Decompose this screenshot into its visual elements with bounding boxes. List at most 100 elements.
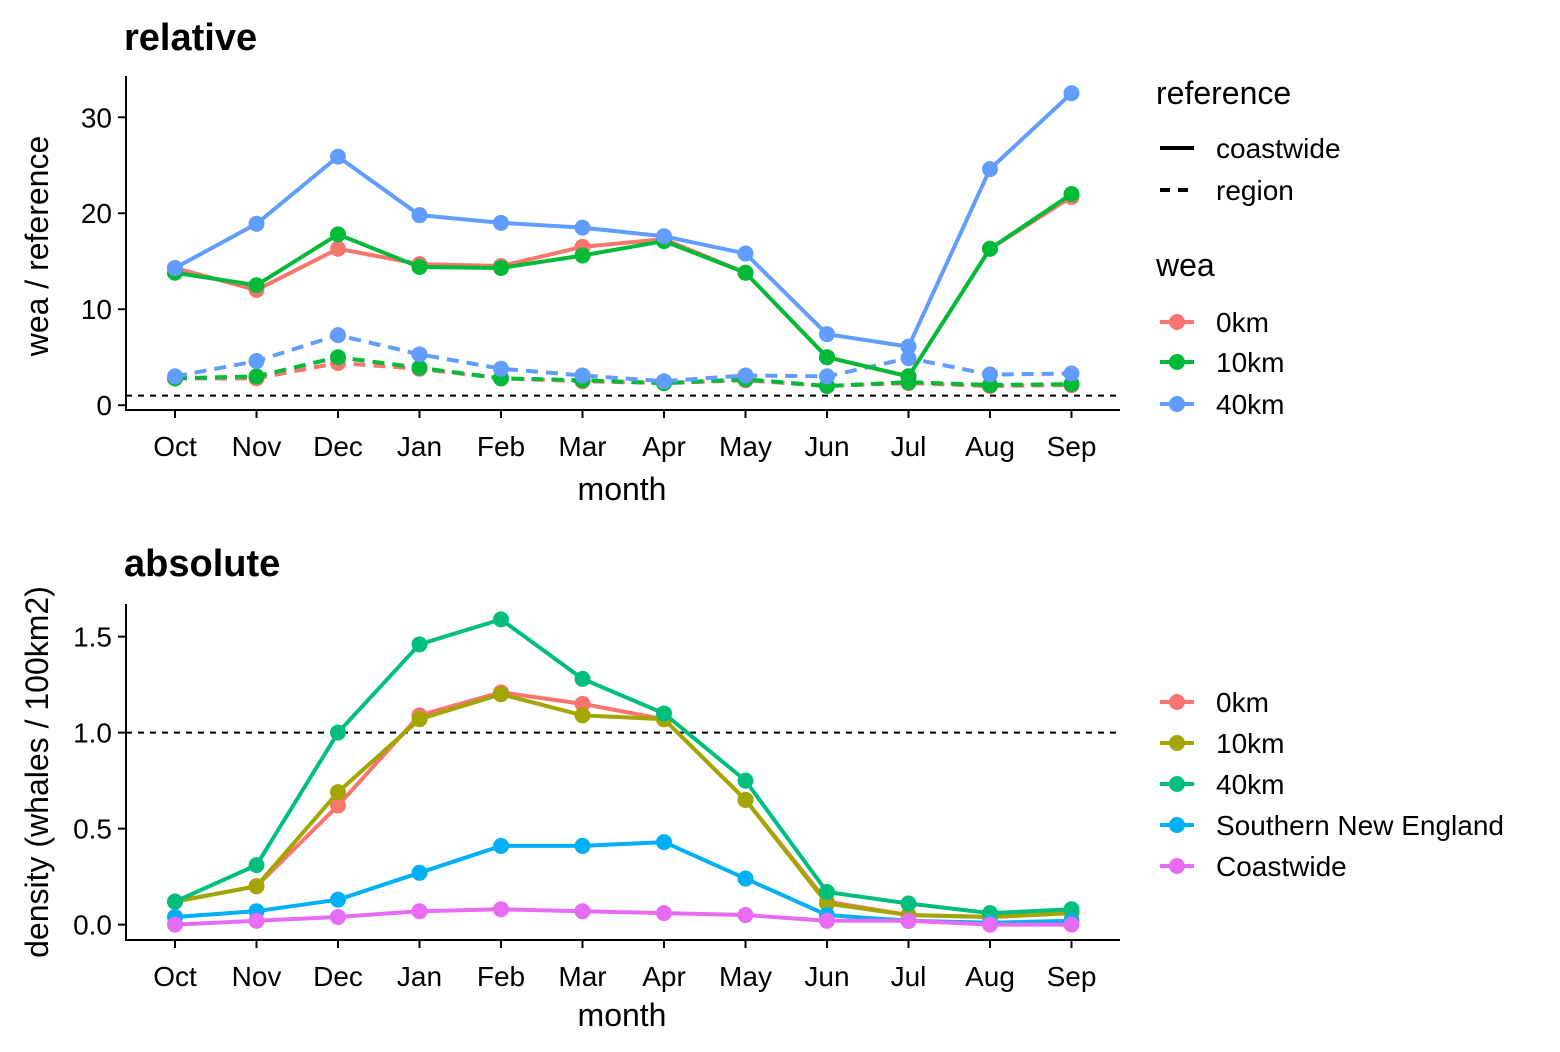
absolute-legend: 0km 10km 40km Southern New England Coastwide bbox=[1160, 687, 1504, 882]
relative-panel: relative 0 10 20 30 Oct Nov Dec Jan Feb Mar Apr May… bbox=[19, 17, 1341, 507]
legend-label-40km: 40km bbox=[1216, 389, 1284, 420]
y-tick-label: 1.0 bbox=[73, 718, 112, 749]
data-point-10km-coastwide bbox=[982, 240, 998, 257]
series-line-40km bbox=[174, 617, 1072, 916]
x-tick-label-jun: Jun bbox=[804, 961, 849, 992]
legend-label-10km: 10km bbox=[1216, 347, 1284, 378]
legend-key-dot-0km bbox=[1169, 314, 1185, 330]
data-point-10km-coastwide bbox=[248, 277, 265, 294]
data-point-40km-coastwide bbox=[330, 148, 346, 165]
data-point-coastwide bbox=[656, 905, 672, 922]
y-tick-label: 20 bbox=[81, 198, 112, 229]
legend-label-coastwide: Coastwide bbox=[1216, 851, 1347, 882]
legend-key-dot-southern-new-england bbox=[1169, 817, 1185, 833]
legend-label-0km: 0km bbox=[1216, 307, 1269, 338]
x-tick-label-feb: Feb bbox=[477, 431, 525, 462]
data-point-40km-region bbox=[819, 368, 835, 385]
x-tick-label-feb: Feb bbox=[477, 961, 525, 992]
data-point-40km-region bbox=[248, 353, 265, 370]
legend-key-dot-10km bbox=[1169, 735, 1185, 751]
y-tick-label: 0 bbox=[96, 390, 112, 421]
data-point-10km-coastwide bbox=[737, 264, 754, 281]
data-point-40km-region bbox=[982, 366, 998, 383]
x-axis-title-absolute: month bbox=[578, 997, 667, 1033]
series-line-0km bbox=[174, 690, 1072, 919]
legend-key-dot-40km bbox=[1169, 396, 1185, 412]
legend-label-40km: 40km bbox=[1216, 769, 1284, 800]
y-tick-label: 10 bbox=[81, 294, 112, 325]
x-tick-label-jul: Jul bbox=[891, 431, 927, 462]
y-tick-label: 30 bbox=[81, 102, 112, 133]
data-point-coastwide bbox=[982, 916, 998, 933]
data-point-0km bbox=[330, 797, 346, 814]
data-point-40km-coastwide bbox=[167, 259, 183, 276]
data-point-10km-coastwide bbox=[819, 349, 835, 366]
x-tick-label-may: May bbox=[719, 431, 772, 462]
data-point-coastwide bbox=[493, 901, 509, 918]
data-point-40km-coastwide bbox=[1063, 85, 1080, 102]
chart-title-absolute: absolute bbox=[124, 543, 280, 585]
data-point-40km bbox=[737, 772, 754, 789]
data-point-10km-coastwide bbox=[411, 258, 428, 275]
legend-key-dot-coastwide bbox=[1169, 858, 1185, 874]
data-point-10km bbox=[819, 895, 835, 912]
data-point-coastwide bbox=[330, 908, 346, 925]
x-tick-label-oct: Oct bbox=[153, 961, 197, 992]
data-point-40km-coastwide bbox=[656, 228, 672, 245]
data-point-southern-new-england bbox=[411, 864, 428, 881]
data-point-10km-region bbox=[330, 349, 346, 366]
y-tick-label: 1.5 bbox=[73, 622, 112, 653]
x-tick-label-aug: Aug bbox=[965, 961, 1015, 992]
data-point-10km-coastwide bbox=[900, 368, 917, 385]
data-point-40km bbox=[819, 884, 835, 900]
data-point-40km bbox=[330, 724, 346, 741]
legend-color-keys-absolute: 0km 10km 40km Southern New England Coastwide bbox=[1160, 687, 1504, 882]
data-point-coastwide bbox=[1063, 916, 1080, 933]
data-point-10km-region bbox=[411, 359, 428, 376]
data-point-40km bbox=[1063, 901, 1080, 918]
series-line-coastwide bbox=[174, 907, 1072, 927]
legend-key-dot-40km bbox=[1169, 776, 1185, 792]
y-tick-label: 0.0 bbox=[73, 910, 112, 941]
data-point-0km-coastwide bbox=[330, 240, 346, 257]
series-line-40km-region bbox=[174, 333, 1072, 384]
data-point-40km bbox=[900, 895, 917, 912]
data-point-10km-region bbox=[248, 368, 265, 385]
absolute-panel: absolute 0.0 0.5 1.0 1.5 Oct Nov Dec Jan Feb Mar A… bbox=[19, 543, 1504, 1033]
data-point-40km-coastwide bbox=[737, 245, 754, 262]
legend-key-dot-10km bbox=[1169, 354, 1185, 370]
legend-color-keys-relative: 0km 10km 40km bbox=[1160, 307, 1284, 420]
data-point-10km-coastwide bbox=[493, 259, 509, 276]
data-point-40km-region bbox=[656, 373, 672, 390]
x-tick-label-dec: Dec bbox=[313, 431, 363, 462]
data-point-coastwide bbox=[248, 912, 265, 929]
data-point-40km-region bbox=[900, 350, 917, 367]
legend-label-coastwide: coastwide bbox=[1216, 133, 1341, 164]
legend-label-10km: 10km bbox=[1216, 728, 1284, 759]
data-point-40km-coastwide bbox=[819, 326, 835, 343]
x-tick-label-apr: Apr bbox=[642, 431, 686, 462]
data-point-0km bbox=[574, 695, 591, 712]
legend-title-reference: reference bbox=[1156, 75, 1291, 111]
data-point-southern-new-england bbox=[493, 837, 509, 854]
x-tick-label-apr: Apr bbox=[642, 961, 686, 992]
y-axis-title-absolute: density (whales / 100km2) bbox=[19, 586, 55, 958]
data-point-40km-region bbox=[1063, 365, 1080, 382]
legend-label-southern-new-england: Southern New England bbox=[1216, 810, 1504, 841]
x-tick-label-nov: Nov bbox=[232, 961, 282, 992]
series-line-10km bbox=[174, 692, 1072, 919]
data-point-40km-coastwide bbox=[493, 214, 509, 231]
data-point-coastwide bbox=[411, 903, 428, 920]
data-point-10km-coastwide bbox=[574, 247, 591, 264]
data-point-coastwide bbox=[819, 912, 835, 929]
data-point-coastwide bbox=[737, 907, 754, 924]
data-point-10km-coastwide bbox=[1063, 186, 1080, 203]
data-point-southern-new-england bbox=[656, 834, 672, 851]
data-point-40km-region bbox=[330, 327, 346, 344]
x-tick-label-jun: Jun bbox=[804, 431, 849, 462]
legend-title-wea: wea bbox=[1155, 247, 1215, 283]
x-tick-label-aug: Aug bbox=[965, 431, 1015, 462]
legend-key-dot-0km bbox=[1169, 694, 1185, 710]
absolute-plot-area: 0.0 0.5 1.0 1.5 Oct Nov Dec Jan Feb Mar Apr May Jun J… bbox=[73, 604, 1120, 992]
